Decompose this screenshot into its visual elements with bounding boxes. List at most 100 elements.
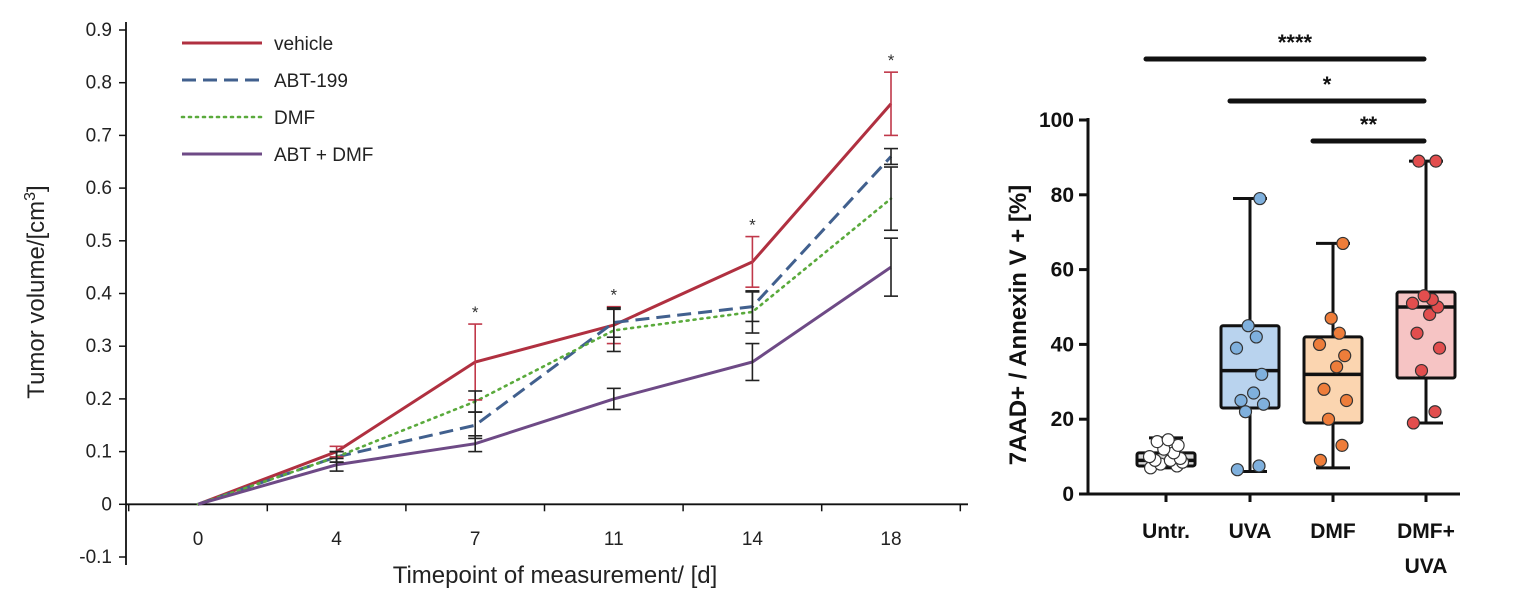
data-point <box>1252 459 1266 473</box>
data-point <box>1249 330 1263 344</box>
significance-bracket: **** <box>1143 30 1427 62</box>
y-tick-label: 60 <box>1051 259 1074 282</box>
x-tick-label: UVA <box>1229 520 1272 543</box>
data-point <box>1339 393 1354 408</box>
data-point <box>1171 438 1185 452</box>
error-bar <box>745 235 760 288</box>
data-point <box>1229 341 1244 355</box>
y-tick-label: 0 <box>1062 483 1074 506</box>
y-tick-label: 20 <box>1051 408 1074 431</box>
error-bar <box>468 390 483 413</box>
y-tick-label: 0.5 <box>86 231 112 252</box>
data-point <box>1428 405 1442 419</box>
y-tick-label: 0 <box>101 494 112 515</box>
tumor-volume-line-chart: -0.1 0 0.1 0.2 0.3 0.4 0.5 0.6 0.7 0.8 0.9 0 4 7 11 14 1… <box>22 20 968 589</box>
data-point <box>1142 450 1157 464</box>
y-tick-label: -0.1 <box>79 547 112 568</box>
data-point <box>1335 438 1349 452</box>
y-tick-label: 0.3 <box>86 336 112 357</box>
data-point <box>1414 363 1429 378</box>
x-tick-label: 4 <box>331 529 342 550</box>
data-point <box>1336 236 1350 251</box>
y-tick-label: 100 <box>1039 109 1074 132</box>
legend-item: DMF <box>180 108 315 129</box>
data-point <box>1313 453 1327 467</box>
data-point <box>1312 337 1327 351</box>
x-tick-label: 7 <box>470 529 481 550</box>
data-point <box>1332 326 1346 340</box>
y-tick-label: 0.2 <box>86 389 112 410</box>
y-tick-label: 0.7 <box>86 125 112 146</box>
series-line-abt-dmf <box>197 265 892 506</box>
y-tick-label: 80 <box>1051 184 1074 207</box>
data-point <box>1423 307 1437 322</box>
x-axis-title: Timepoint of measurement/ [d] <box>393 562 718 589</box>
data-point <box>1406 416 1420 430</box>
data-point <box>1321 412 1336 426</box>
series-line-abt-199 <box>197 155 893 506</box>
box <box>1395 290 1457 380</box>
y-tick-label: 0.6 <box>86 178 112 199</box>
y-axis-title: Tumor volume/[cm3] <box>22 185 50 398</box>
box-group: Untr. <box>1135 433 1197 543</box>
legend-item: ABT-199 <box>182 71 348 92</box>
significance-label: * <box>1323 72 1332 97</box>
x-tick-label: Untr. <box>1142 520 1190 543</box>
significance-bracket: ** <box>1310 112 1427 144</box>
data-point <box>1238 405 1253 419</box>
box-group: UVA <box>1219 191 1281 543</box>
data-point <box>1317 382 1331 396</box>
data-point <box>1234 393 1248 408</box>
box-group: DMF+ UVA <box>1395 154 1457 578</box>
x-tick-label: DMF+ <box>1397 520 1455 543</box>
x-tick-label: DMF <box>1310 520 1356 543</box>
significance-bracket: * <box>1227 72 1427 104</box>
data-point <box>1330 360 1344 374</box>
y-tick-label: 40 <box>1051 333 1074 356</box>
significance-star: * <box>610 286 617 305</box>
data-point <box>1417 289 1431 303</box>
data-point <box>1429 154 1443 168</box>
significance-star: * <box>749 216 756 235</box>
legend-label: ABT + DMF <box>274 145 373 166</box>
error-bar <box>884 237 898 297</box>
legend-item: ABT + DMF <box>182 145 373 166</box>
error-bar <box>329 457 344 472</box>
significance-label: ** <box>1360 112 1378 137</box>
error-bar <box>884 71 898 137</box>
x-tick-label: 14 <box>742 529 764 550</box>
y-tick-label: 0.9 <box>86 20 112 41</box>
data-point <box>1412 154 1426 168</box>
data-point <box>1410 326 1424 340</box>
y-tick-label: 0.4 <box>86 284 113 305</box>
y-axis-title: 7AAD+ / Annexin V + [%] <box>1005 185 1032 466</box>
significance-star: * <box>888 51 895 70</box>
significance-label: **** <box>1278 30 1313 55</box>
data-point <box>1230 463 1244 477</box>
data-point <box>1255 367 1269 381</box>
box <box>1302 335 1364 425</box>
data-point <box>1405 296 1420 310</box>
y-tick-label: 0.8 <box>86 73 112 94</box>
error-bar <box>884 166 898 232</box>
legend-label: DMF <box>274 108 315 129</box>
data-point <box>1150 435 1164 449</box>
box-group: DMF <box>1302 236 1364 543</box>
error-bar <box>606 308 621 353</box>
data-point <box>1324 311 1338 325</box>
data-point <box>1338 349 1352 363</box>
data-point <box>1241 319 1255 333</box>
error-bar <box>468 434 483 453</box>
x-tick-label: 0 <box>193 529 204 550</box>
data-point <box>1253 191 1267 206</box>
error-bar <box>606 387 621 411</box>
x-tick-label-line2: UVA <box>1405 555 1448 578</box>
legend-item: vehicle <box>182 34 333 55</box>
y-tick-label: 0.1 <box>86 442 112 463</box>
error-bar <box>745 342 760 382</box>
data-point <box>1432 341 1447 355</box>
legend-label: ABT-199 <box>274 71 348 92</box>
data-point <box>1256 397 1271 411</box>
error-bar <box>745 290 760 334</box>
